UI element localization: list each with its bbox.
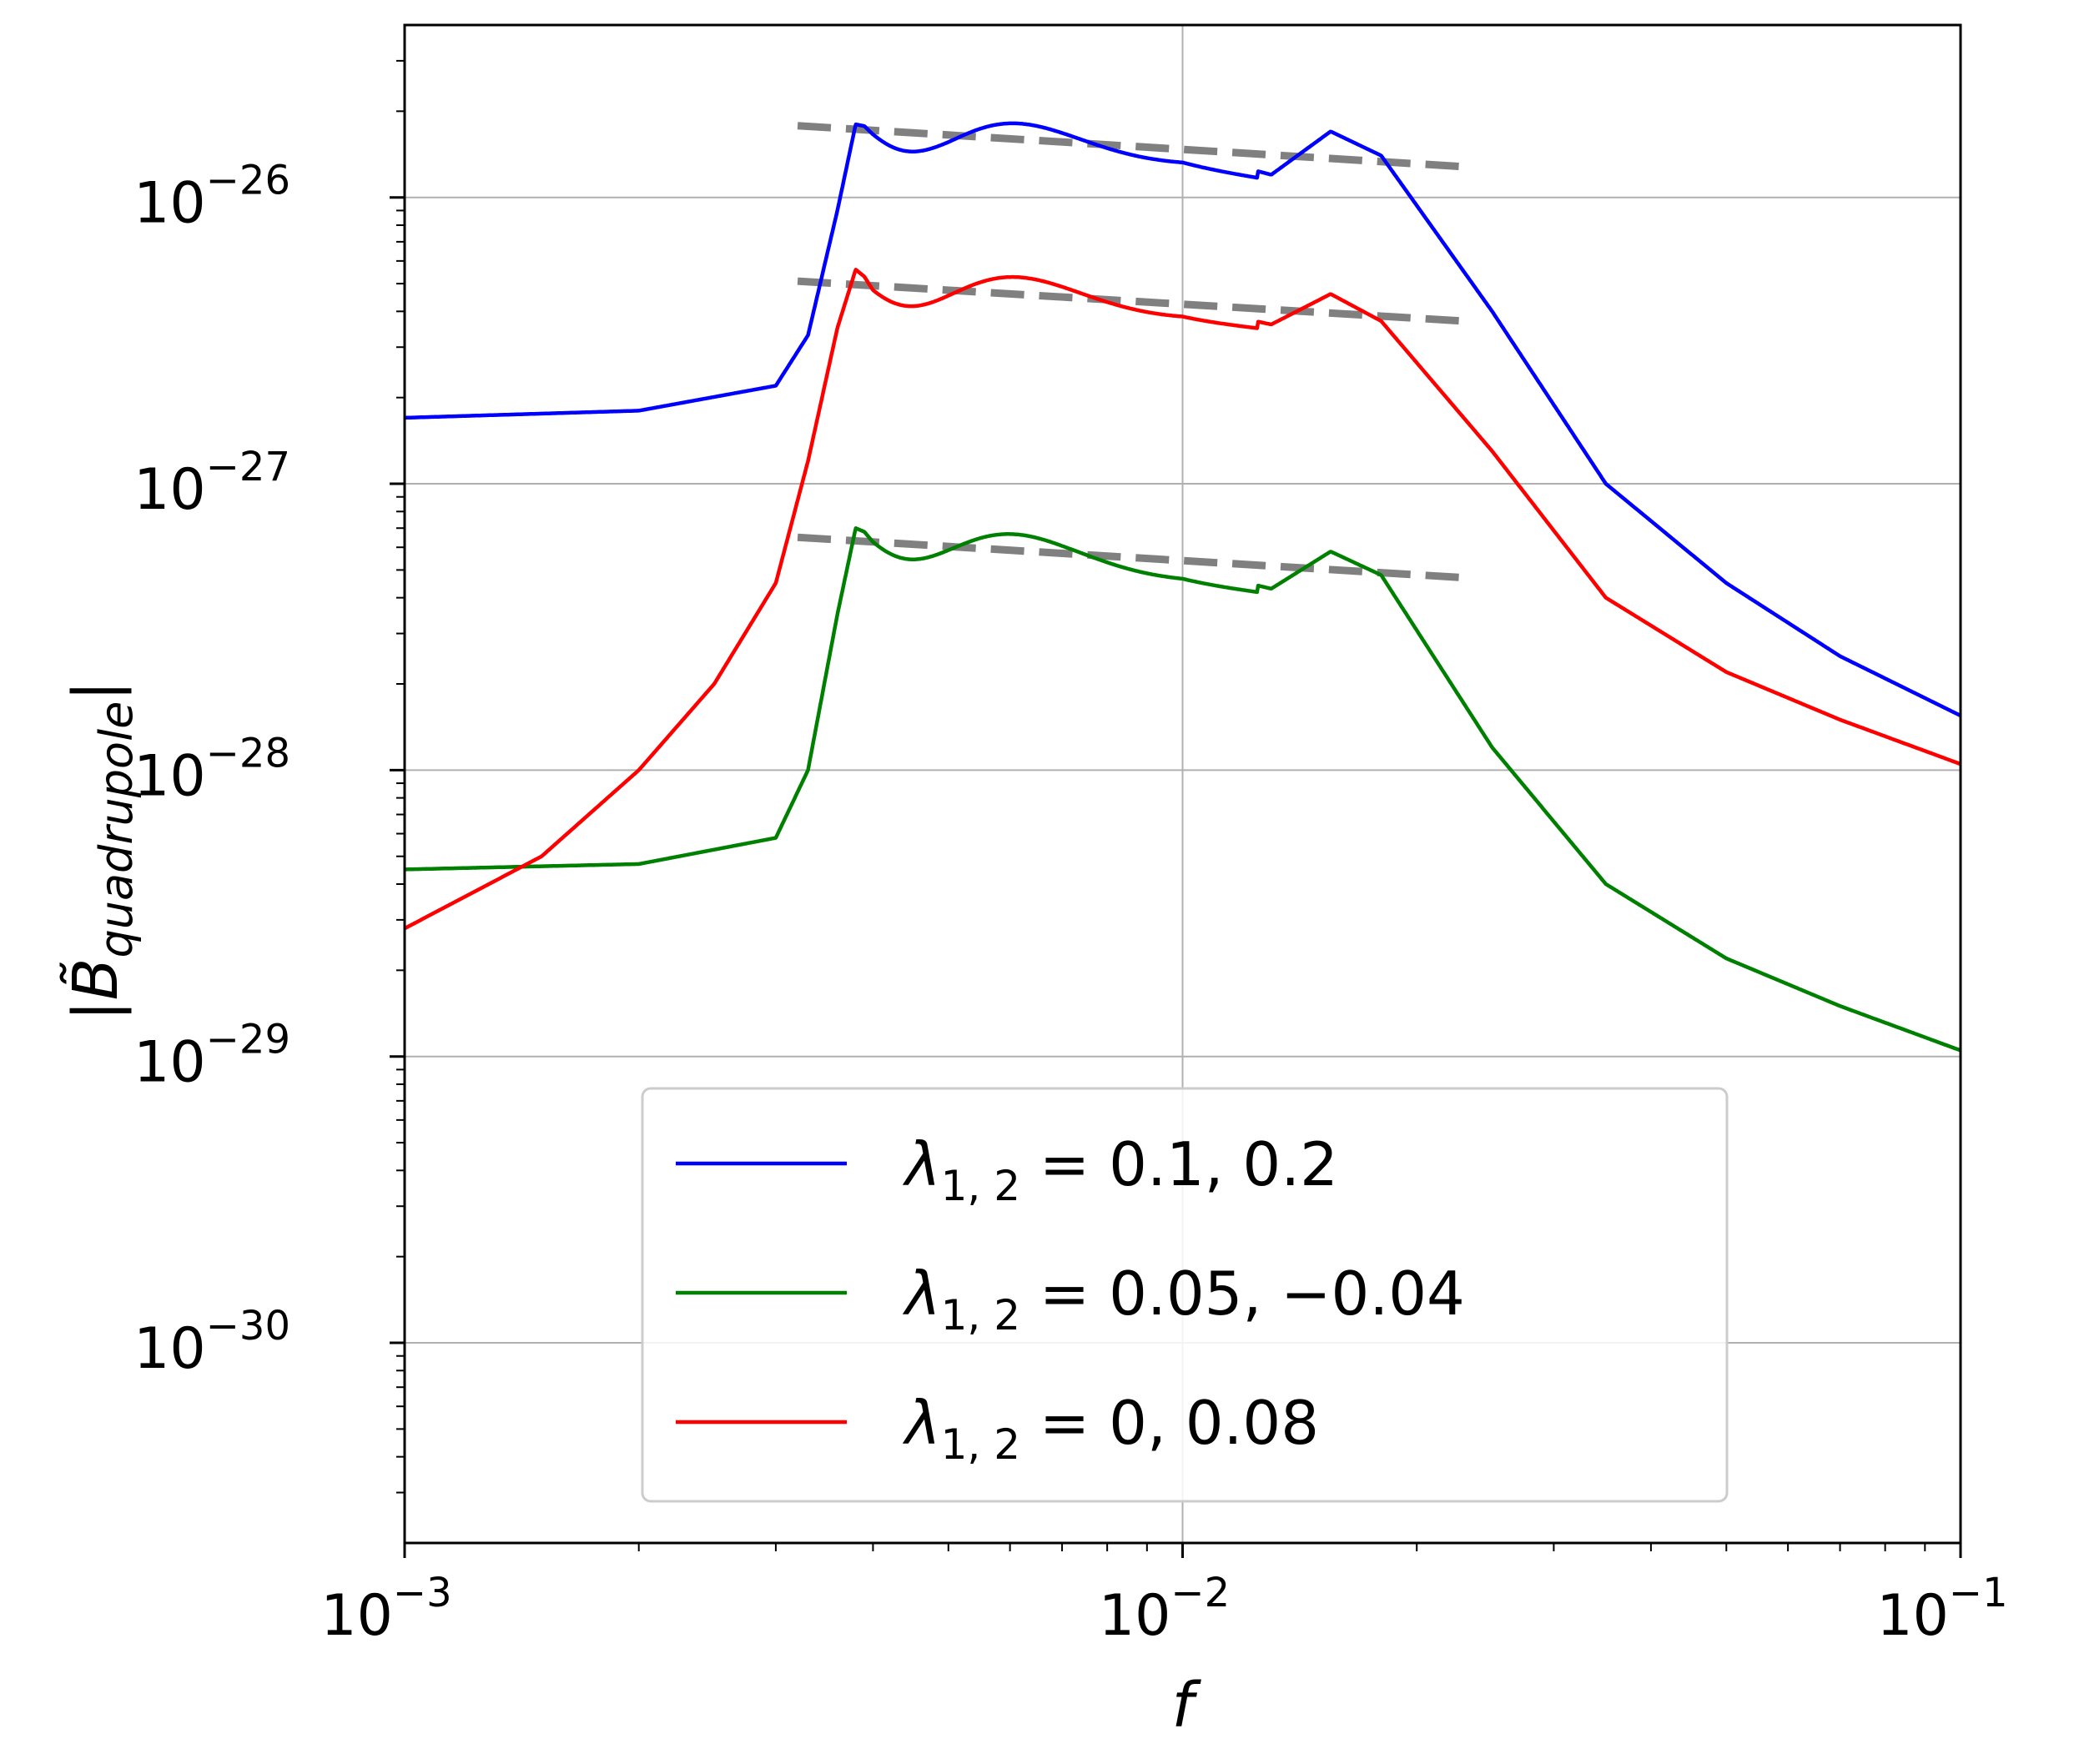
- x-tick-labels: 10−3 10−2 10−1: [320, 1570, 2007, 1649]
- major-ticks: [390, 196, 1962, 1558]
- series-line-2: [403, 268, 1961, 931]
- series-lines: [403, 121, 1961, 1053]
- y-tick-label: 10−30: [133, 1303, 290, 1382]
- legend-label: λ1, 2 = 0, 0.08: [902, 1388, 1319, 1469]
- minor-ticks: [396, 59, 1926, 1551]
- y-tick-label: 10−29: [133, 1017, 290, 1096]
- x-axis-label: f: [1171, 1670, 1201, 1741]
- y-tick-labels: 10−26 10−27 10−28 10−29 10−30: [133, 158, 290, 1382]
- y-tick-label: 10−28: [133, 730, 290, 809]
- reference-lines: [797, 122, 1465, 582]
- series-line-0: [404, 121, 1961, 718]
- x-tick-label: 10−1: [1876, 1570, 2007, 1649]
- legend-label: λ1, 2 = 0.05, −0.04: [902, 1259, 1465, 1339]
- y-axis-label: |B̃quadrupole|: [60, 681, 143, 1022]
- reference-line: [797, 277, 1465, 325]
- svg-text:|B̃quadrupole|: |B̃quadrupole|: [60, 681, 143, 1022]
- reference-line: [797, 122, 1465, 171]
- reference-line: [797, 533, 1465, 582]
- y-tick-label: 10−27: [133, 444, 290, 523]
- legend-label: λ1, 2 = 0.1, 0.2: [902, 1129, 1338, 1210]
- x-tick-label: 10−3: [320, 1570, 451, 1649]
- series-line-1: [404, 526, 1961, 1053]
- x-tick-label: 10−2: [1099, 1570, 1230, 1649]
- legend-box: [641, 1087, 1729, 1503]
- y-tick-label: 10−26: [133, 158, 290, 237]
- legend: λ1, 2 = 0.1, 0.2 λ1, 2 = 0.05, −0.04 λ1, 2…: [641, 1087, 1729, 1503]
